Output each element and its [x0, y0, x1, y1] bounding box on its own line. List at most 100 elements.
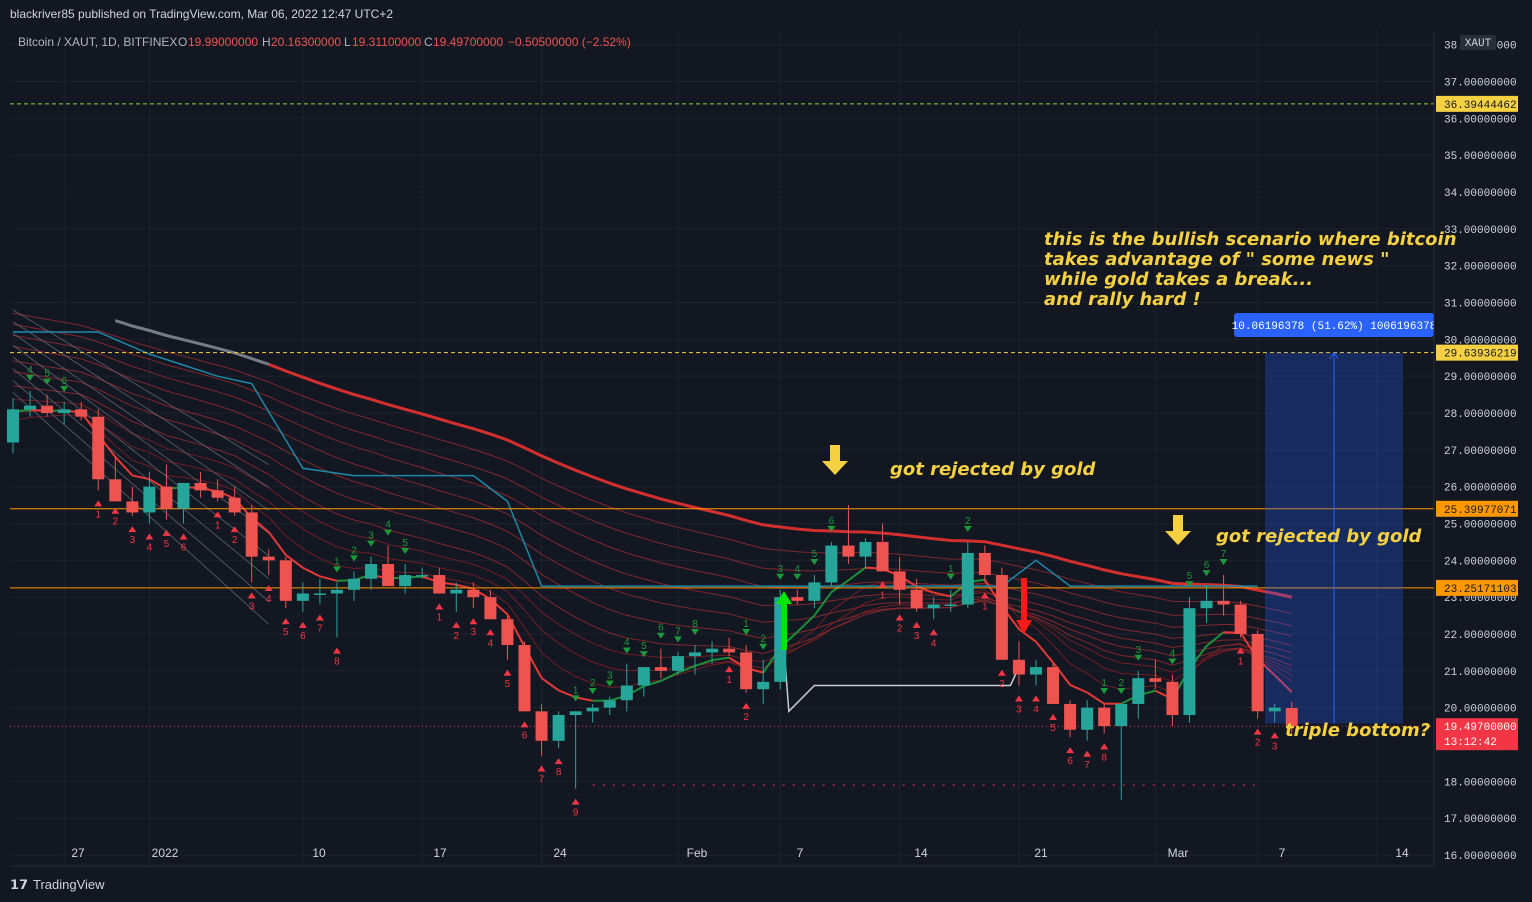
- sell-count-number: 2: [232, 535, 238, 546]
- ma-ribbon-line: [12, 414, 1293, 693]
- candle-body: [1251, 633, 1264, 712]
- candle-body: [518, 645, 531, 712]
- sell-count-number: 6: [181, 542, 187, 553]
- ma-ribbon-line: [12, 410, 1293, 683]
- fast-ma-segment: [1018, 628, 1037, 643]
- sell-count-triangle: [230, 526, 239, 533]
- buy-count-number: 6: [1204, 560, 1210, 571]
- rejection-arrow-icon-2: [1165, 515, 1191, 545]
- price-tick-label: 27.00000000: [1444, 446, 1517, 458]
- buy-count-triangle: [1202, 570, 1211, 577]
- slow-ma-line: [268, 362, 1293, 599]
- buy-count-number: 1: [743, 619, 749, 630]
- currency-badge[interactable]: XAUT: [1460, 35, 1496, 50]
- buy-count-triangle: [1185, 581, 1194, 588]
- sell-count-triangle: [929, 629, 938, 636]
- sell-count-triangle: [264, 585, 273, 592]
- candle-body: [1064, 703, 1077, 730]
- last-price-badge: [1436, 718, 1518, 751]
- candle-body: [348, 578, 360, 590]
- bullish-note-line-1: this is the bullish scenario where bitco…: [1044, 229, 1457, 250]
- time-tick-label: 10: [312, 846, 326, 860]
- ohlc-open-key: O: [178, 35, 187, 49]
- sell-count-number: 8: [334, 657, 340, 668]
- candle-body: [1234, 604, 1247, 634]
- sell-count-number: 7: [317, 624, 323, 635]
- sell-count-triangle: [111, 507, 120, 514]
- fast-ma-segment: [1086, 691, 1105, 705]
- sell-count-triangle: [895, 614, 904, 621]
- buy-count-triangle: [946, 573, 955, 580]
- buy-signal-arrow-head: [776, 591, 792, 604]
- ohlc-close-value: 19.49700000: [433, 35, 503, 49]
- sell-count-number: 9: [573, 808, 579, 819]
- buy-count-triangle: [571, 695, 580, 702]
- candle-body: [552, 715, 565, 741]
- fast-ma-segment: [302, 566, 321, 578]
- buy-count-triangle: [26, 374, 35, 381]
- sell-count-triangle: [298, 621, 307, 628]
- symbol-legend[interactable]: Bitcoin / XAUT, 1D, BITFINEX O 19.990000…: [18, 35, 631, 49]
- buy-count-triangle: [827, 525, 836, 532]
- sell-count-number: 6: [522, 730, 528, 741]
- candle-body: [1098, 707, 1111, 727]
- candle-body: [654, 667, 667, 671]
- candle-body: [41, 405, 54, 414]
- candle-body: [24, 405, 37, 410]
- sell-count-number: 3: [1272, 741, 1278, 752]
- buy-count-triangle: [691, 629, 699, 636]
- measure-tool[interactable]: 10.06196378 (51.62%) 1006196378: [1232, 313, 1437, 724]
- buy-count-number: 6: [829, 516, 835, 527]
- bullish-note-line-3: while gold takes a break...: [1044, 269, 1313, 290]
- buy-count-triangle: [639, 651, 648, 658]
- buy-count-number: 4: [795, 564, 801, 575]
- ma-ribbon-grey: [12, 309, 270, 466]
- buy-count-number: 4: [624, 637, 630, 648]
- buy-count-number: 5: [812, 549, 818, 560]
- sell-count-triangle: [878, 581, 887, 588]
- buy-count-triangle: [60, 385, 69, 392]
- candle-body: [313, 593, 326, 595]
- fast-ma-segment: [847, 566, 867, 582]
- slow-ma-grey-line: [114, 319, 270, 366]
- fast-ma-segment: [285, 554, 304, 569]
- price-level-text: 29.63936219: [1444, 349, 1517, 361]
- buy-count-triangle: [1168, 658, 1177, 665]
- fast-ma-segment: [1035, 641, 1054, 664]
- ma-ribbon-line: [12, 399, 1293, 673]
- sell-count-number: 1: [726, 675, 732, 686]
- buy-count-number: 3: [777, 564, 783, 575]
- candle-body: [1149, 678, 1162, 682]
- time-axis-ticks[interactable]: 27 2022 10 17 24 Feb 7 14 21 Mar 7 14: [71, 846, 1409, 860]
- tradingview-logo[interactable]: 𝟭𝟳 TradingView: [10, 877, 105, 892]
- rejected-note-2: got rejected by gold: [1216, 526, 1423, 547]
- buy-count-number: 7: [1221, 549, 1227, 560]
- buy-count-number: 5: [1187, 571, 1193, 582]
- sell-count-number: 4: [147, 542, 153, 553]
- candle-body: [689, 652, 701, 657]
- price-level-text: 36.39444462: [1444, 100, 1517, 112]
- candle-body: [671, 656, 684, 671]
- candle-body: [450, 589, 463, 594]
- sell-count-number: 3: [914, 631, 920, 642]
- sell-count-number: 8: [1101, 752, 1107, 763]
- sell-count-triangle: [145, 533, 154, 540]
- candle-body: [757, 681, 770, 690]
- candle-body: [330, 589, 343, 594]
- buy-count-number: 3: [607, 671, 613, 682]
- candle-body: [433, 575, 446, 594]
- buy-count-number: 1: [1101, 678, 1107, 689]
- buy-count-triangle: [367, 540, 376, 547]
- ma-ribbon-grey: [12, 380, 270, 602]
- candle-body: [620, 685, 633, 701]
- buy-count-number: 3: [1136, 645, 1142, 656]
- last-price-text: 19.49700000: [1444, 722, 1517, 734]
- buy-count-triangle: [963, 525, 972, 532]
- time-tick-label: Mar: [1168, 846, 1189, 860]
- tv-logo-icon: 𝟭𝟳: [10, 877, 28, 892]
- buy-count-triangle: [43, 378, 52, 385]
- sell-count-number: 2: [113, 517, 119, 528]
- sell-count-triangle: [486, 629, 495, 636]
- buy-count-triangle: [673, 636, 682, 643]
